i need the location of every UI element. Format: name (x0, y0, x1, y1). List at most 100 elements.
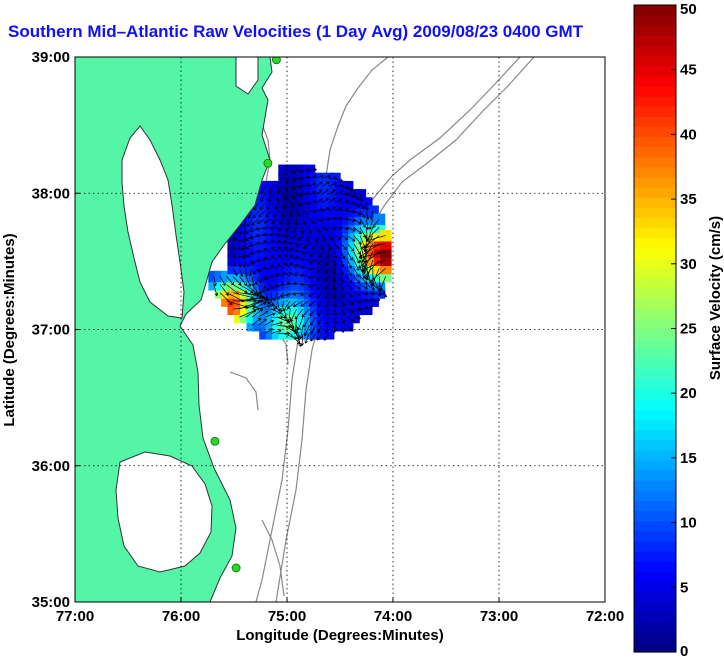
velocity-arrow (325, 284, 329, 291)
colorbar-segment (634, 298, 676, 309)
colorbar-segment (634, 530, 676, 542)
velocity-arrow (290, 177, 296, 182)
colorbar-segment (634, 480, 676, 491)
velocity-arrow (309, 209, 317, 214)
velocity-arrow (289, 262, 297, 269)
velocity-arrow (232, 292, 254, 299)
velocity-arrow (316, 333, 323, 341)
velocity-cell (284, 279, 297, 291)
velocity-arrow (316, 284, 323, 289)
velocity-cell (310, 328, 322, 340)
radar-station-marker (231, 563, 241, 573)
velocity-cell (259, 254, 271, 267)
colorbar-segment (634, 217, 676, 229)
velocity-arrow (353, 251, 360, 264)
y-tick-label: 36:00 (32, 458, 70, 475)
velocity-cell (297, 287, 309, 299)
velocity-arrow (304, 325, 310, 337)
velocity-cell (278, 254, 290, 267)
velocity-arrow (353, 202, 361, 208)
x-tick-label: 77:00 (56, 608, 94, 625)
velocity-arrow (294, 272, 304, 277)
velocity-cell (271, 221, 284, 234)
velocity-arrow (340, 243, 347, 250)
chesapeake-bay (121, 125, 185, 319)
velocity-arrow (333, 309, 338, 317)
velocity-arrow (263, 266, 272, 270)
velocity-arrow (271, 321, 283, 326)
velocity-arrow (219, 276, 226, 286)
velocity-arrow (302, 201, 310, 206)
velocity-arrow (353, 227, 362, 235)
velocity-arrow (324, 268, 329, 274)
velocity-cell (271, 213, 284, 226)
velocity-arrow (248, 268, 253, 277)
velocity-arrow (301, 251, 310, 255)
velocity-arrow (295, 263, 304, 269)
velocity-arrow (359, 218, 366, 228)
velocity-arrow (332, 325, 337, 334)
velocity-cell (310, 295, 322, 307)
velocity-arrow (325, 309, 330, 317)
velocity-cell (310, 262, 322, 275)
velocity-cell (373, 213, 386, 226)
colorbar-segment (634, 257, 676, 269)
velocity-arrow (304, 333, 310, 344)
velocity-arrow (256, 241, 265, 245)
colorbar-segment (634, 328, 676, 340)
velocity-arrow (325, 300, 329, 308)
velocity-arrow (302, 218, 307, 226)
velocity-cell (322, 197, 335, 209)
colorbar-segment (634, 500, 676, 512)
velocity-cell (303, 287, 316, 299)
velocity-arrow (301, 265, 310, 270)
velocity-cell (380, 254, 392, 267)
velocity-arrow (295, 243, 304, 247)
velocity-arrow (347, 284, 353, 291)
colorbar-segment (634, 641, 676, 653)
velocity-arrow (292, 292, 303, 296)
velocity-arrow (372, 276, 379, 289)
velocity-cell (284, 262, 297, 275)
velocity-arrow (360, 243, 386, 250)
velocity-arrow (321, 174, 331, 179)
velocity-arrow (353, 307, 362, 312)
colorbar-segment (634, 227, 676, 239)
velocity-arrow (310, 333, 316, 342)
velocity-arrow (302, 168, 310, 173)
velocity-arrow (290, 235, 297, 240)
velocity-cell (265, 205, 278, 217)
velocity-cell (265, 246, 278, 258)
velocity-arrow (369, 267, 386, 284)
velocity-arrow (361, 243, 374, 263)
velocity-cell (259, 238, 271, 250)
velocity-cell (265, 229, 278, 242)
velocity-arrow (308, 284, 316, 288)
velocity-arrow (263, 248, 272, 253)
colorbar-tick-label: 10 (680, 515, 697, 532)
velocity-arrow (318, 251, 323, 259)
velocity-arrow (292, 227, 297, 234)
velocity-arrow (242, 251, 247, 260)
velocity-arrow (328, 226, 336, 231)
colorbar-tick-label: 40 (680, 126, 697, 143)
velocity-arrow (347, 243, 355, 252)
velocity-arrow (353, 276, 360, 284)
velocity-arrow (359, 194, 364, 202)
velocity-arrow (347, 226, 356, 232)
velocity-arrow (334, 243, 340, 250)
velocity-arrow (258, 210, 265, 218)
velocity-arrow (253, 202, 259, 211)
colorbar-segment (634, 399, 676, 410)
colorbar-segment (634, 146, 676, 158)
velocity-arrow (340, 235, 349, 240)
velocity-arrow (359, 276, 368, 285)
velocity-arrow (353, 218, 362, 225)
velocity-cell (310, 303, 322, 316)
velocity-arrow (250, 251, 259, 256)
velocity-cell (291, 221, 303, 234)
velocity-cell (265, 262, 278, 275)
velocity-arrow (256, 226, 265, 231)
velocity-arrow (251, 276, 255, 287)
velocity-cell (303, 238, 316, 250)
